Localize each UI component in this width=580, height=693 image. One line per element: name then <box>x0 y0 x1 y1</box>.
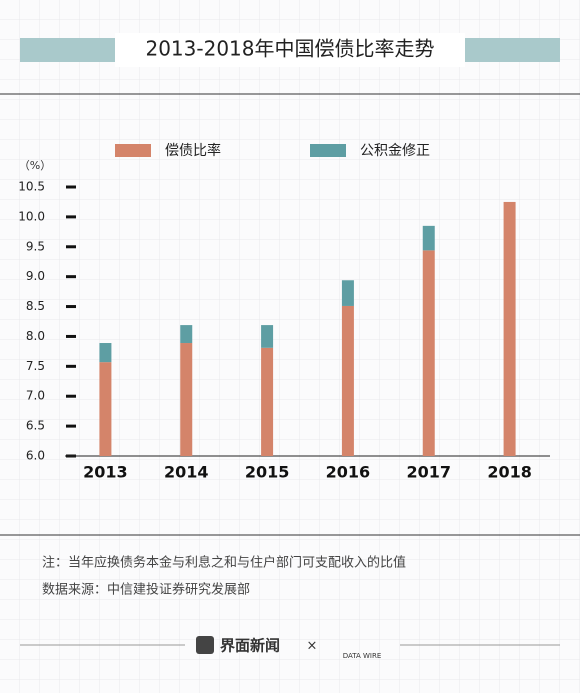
brand-icon <box>196 636 214 654</box>
title-box <box>115 33 465 67</box>
bar <box>341 280 354 306</box>
x-tick-label: 2016 <box>326 463 371 482</box>
legend-label: 公积金修正 <box>360 143 430 159</box>
bar <box>99 343 112 363</box>
bar <box>261 325 274 348</box>
x-tick-label: 2017 <box>406 463 451 482</box>
y-tick-label: 10.0 <box>18 209 45 223</box>
y-tick-label: 7.0 <box>26 389 45 403</box>
x-tick-label: 2015 <box>245 463 290 482</box>
y-tick-label: 9.0 <box>26 269 45 283</box>
bar <box>180 343 193 456</box>
brand-separator: × <box>307 639 318 654</box>
x-tick-label: 2014 <box>164 463 209 482</box>
legend-label: 偿债比率 <box>165 142 221 159</box>
chart-title: 2013-2018年中国偿债比率走势 <box>145 37 434 61</box>
bar <box>341 305 354 456</box>
y-tick-label: 10.5 <box>18 180 45 194</box>
y-tick-label: 6.0 <box>26 449 45 463</box>
bar <box>422 225 435 251</box>
legend-swatch <box>310 144 346 157</box>
partner: DATA WIRE <box>343 652 382 660</box>
brand: 界面新闻 <box>220 637 280 655</box>
legend-swatch <box>115 144 151 157</box>
y-tick-label: 7.5 <box>26 359 45 373</box>
x-tick-label: 2013 <box>83 463 128 482</box>
x-tick-label: 2018 <box>487 463 532 482</box>
bar <box>503 201 516 456</box>
bar <box>422 250 435 456</box>
note: 注：当年应换债务本金与利息之和与住户部门可支配收入的比值 <box>42 555 406 571</box>
y-tick-label: 6.5 <box>26 419 45 433</box>
source: 数据来源：中信建投证券研究发展部 <box>42 582 250 598</box>
y-tick-label: 8.0 <box>26 329 45 343</box>
y-tick-label: 9.5 <box>26 239 45 253</box>
bar <box>261 347 274 456</box>
y-axis-label: （%） <box>19 159 51 172</box>
bar <box>180 325 193 344</box>
bar <box>99 362 112 456</box>
y-tick-label: 8.5 <box>26 299 45 313</box>
